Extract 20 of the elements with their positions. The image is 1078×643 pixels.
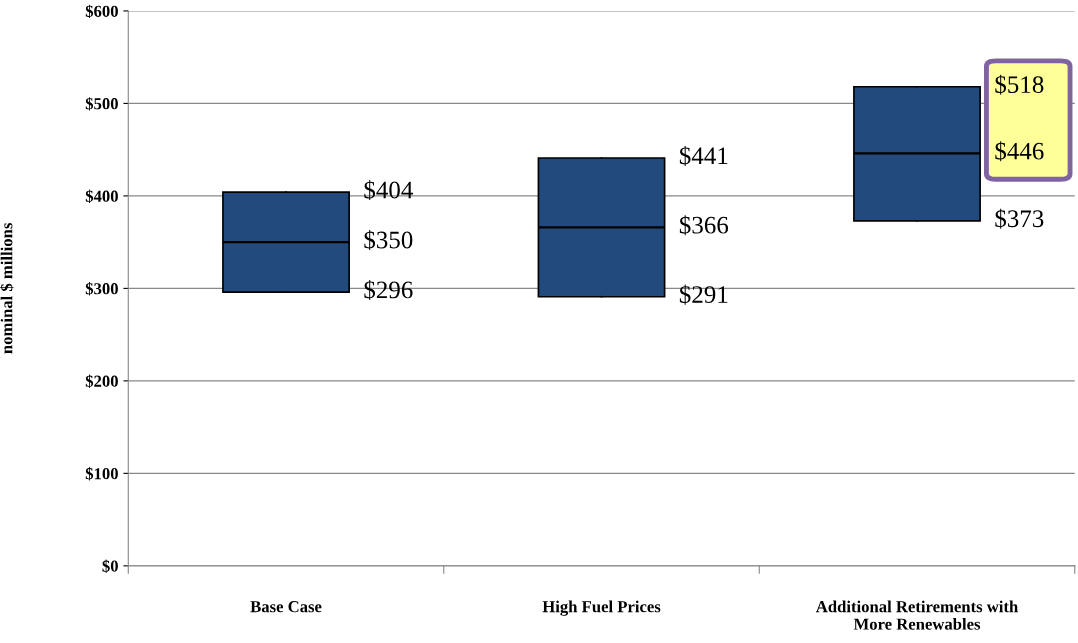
y-tick-label: $600 (85, 4, 118, 18)
y-tick-label: $200 (85, 374, 118, 388)
y-tick-label: $300 (85, 282, 118, 296)
x-tick-label: Additional Retirements with More Renewables (815, 600, 1019, 630)
annotation: $518 (995, 74, 1044, 95)
y-tick-label: $0 (102, 559, 118, 573)
annotation: $296 (364, 280, 413, 300)
y-axis-title: nominal $ millions (0, 223, 14, 354)
x-tick-label: High Fuel Prices (542, 600, 661, 616)
annotation: $441 (679, 145, 728, 166)
x-tick-label: Base Case (250, 601, 322, 613)
annotation: $446 (995, 141, 1044, 162)
annotation: $350 (364, 230, 413, 251)
y-tick-label: $400 (85, 189, 118, 203)
annotation: $373 (995, 208, 1044, 229)
y-tick-label: $100 (85, 467, 118, 481)
annotation: $366 (679, 215, 729, 236)
annotation: $404 (364, 180, 413, 201)
y-tick-label: $500 (85, 97, 118, 111)
annotation: $291 (679, 284, 728, 305)
